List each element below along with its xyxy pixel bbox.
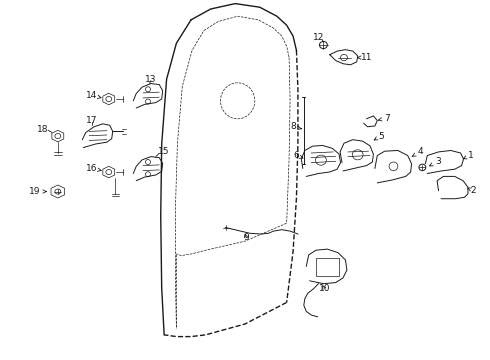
Text: 7: 7 (378, 114, 390, 122)
Text: 2: 2 (467, 186, 476, 195)
Text: 10: 10 (318, 284, 330, 293)
Text: 13: 13 (145, 75, 157, 84)
Text: 14: 14 (86, 91, 101, 100)
Bar (316, 258, 339, 276)
Text: 6: 6 (294, 151, 303, 160)
Text: 19: 19 (28, 187, 46, 196)
Text: 8: 8 (290, 122, 301, 131)
Text: 17: 17 (86, 116, 98, 125)
Text: 15: 15 (158, 148, 170, 157)
Text: 16: 16 (86, 164, 101, 173)
Text: 4: 4 (412, 148, 423, 157)
Text: 12: 12 (313, 33, 324, 42)
Text: 18: 18 (37, 125, 49, 134)
Text: 3: 3 (430, 157, 441, 166)
Text: 11: 11 (358, 53, 372, 62)
Text: 9: 9 (243, 233, 249, 242)
Text: 5: 5 (374, 132, 384, 141)
Text: 1: 1 (464, 151, 473, 160)
